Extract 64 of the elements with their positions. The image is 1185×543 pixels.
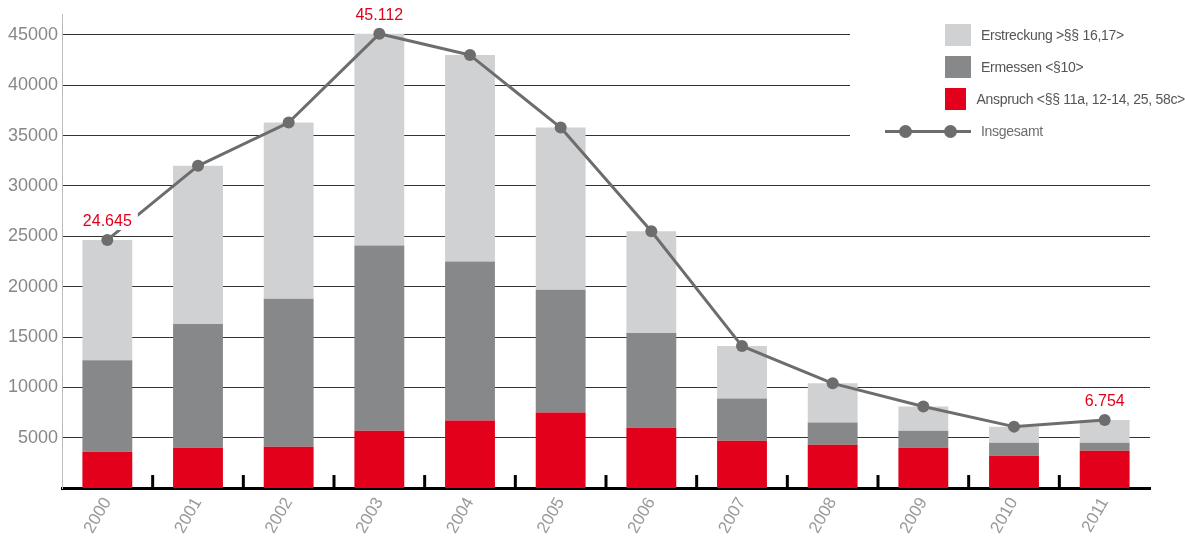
bar [989,442,1039,456]
bar [807,383,858,423]
bar [717,440,767,489]
bar [173,323,223,448]
point [917,400,930,413]
bar [173,165,223,324]
point [554,121,567,134]
bar [445,55,495,262]
bar [354,430,405,489]
legend-label: Erstreckung >§§ 16,17> [981,26,1124,43]
data-label: 6.754 [1084,392,1125,410]
bar [263,446,314,489]
bar [445,261,495,421]
bar [626,332,677,428]
bar [354,245,405,431]
y-tick-label: 25000 [7,225,58,246]
point [1008,420,1020,433]
bar [989,455,1039,489]
bar [82,360,133,452]
legend-label: Insgesamt [981,122,1043,139]
bar [263,122,314,299]
y-tick-label: 45000 [7,23,58,44]
bar [82,451,133,489]
y-tick-label: 10000 [7,376,58,397]
bar [535,289,586,413]
bar [717,398,767,441]
bar [354,33,405,246]
legend-label: Ermessen <§10> [981,58,1084,75]
bar [717,346,767,399]
bar [898,430,949,448]
bar [626,231,677,333]
y-tick-label: 40000 [7,74,58,95]
bar [989,426,1039,443]
y-tick-label: 30000 [7,174,58,195]
bar [1079,442,1130,451]
bar [898,447,949,489]
bar [263,298,314,447]
point [282,116,295,129]
point [645,225,658,238]
bar [173,447,223,489]
y-tick-label: 15000 [7,325,58,346]
bar [82,239,133,361]
bar [898,406,949,431]
data-label: 45.112 [355,6,404,24]
y-tick-label: 5000 [17,426,58,447]
bar [445,420,495,489]
bar [1079,420,1130,443]
point [101,233,114,246]
point [192,159,204,172]
bar [807,422,858,445]
bar [807,444,858,489]
point [373,27,386,40]
point [464,49,476,62]
bar [535,127,586,290]
point [1098,414,1111,427]
point [826,377,839,390]
bar [1079,450,1130,489]
point [736,340,748,353]
bar [535,412,586,489]
y-tick-label: 20000 [7,275,58,296]
legend-label: Anspruch <§§ 11a, 12-14, 25, 58c> [976,90,1185,107]
data-label: 24.645 [82,212,132,230]
bar [626,427,677,489]
y-tick-label: 35000 [7,124,58,145]
